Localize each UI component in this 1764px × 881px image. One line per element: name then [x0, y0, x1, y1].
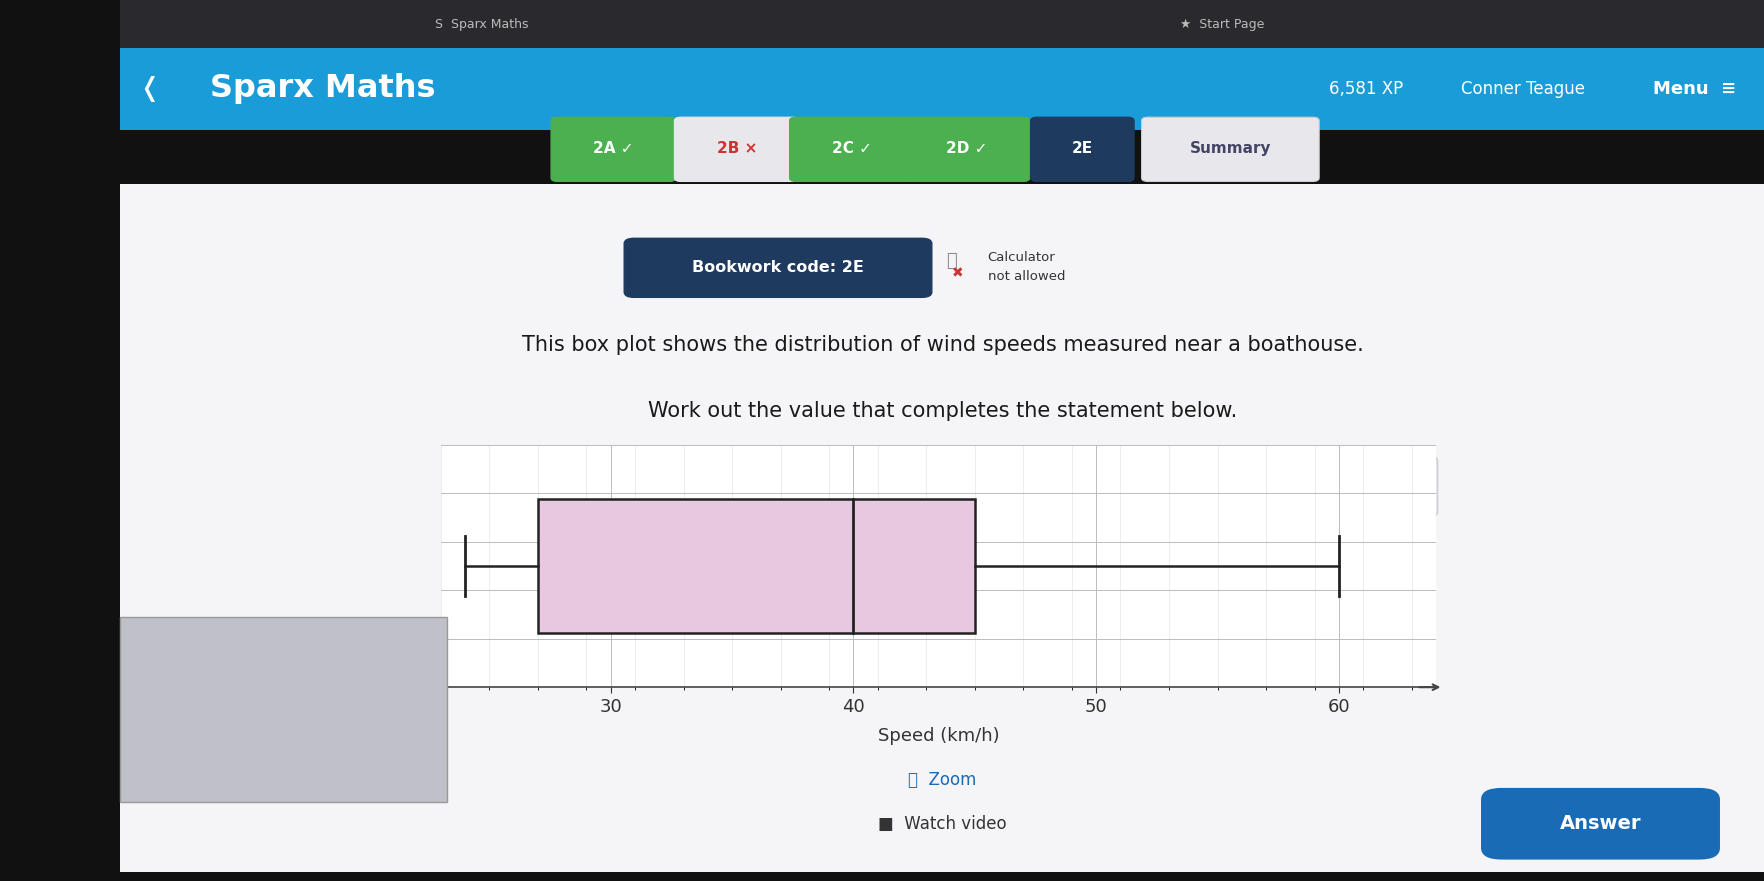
Bar — [129, 634, 437, 672]
Text: Work out the value that completes the statement below.: Work out the value that completes the st… — [647, 402, 1237, 421]
Bar — [145, 750, 422, 757]
Text: 🔍  Zoom: 🔍 Zoom — [908, 771, 975, 788]
Text: 50% of the speeds are between 27 km/h and: 50% of the speeds are between 27 km/h an… — [667, 478, 1102, 495]
Text: 📋: 📋 — [946, 252, 956, 270]
FancyBboxPatch shape — [624, 238, 931, 298]
FancyBboxPatch shape — [1482, 789, 1718, 858]
Text: Conner Teague: Conner Teague — [1461, 80, 1584, 98]
Text: 2D ✓: 2D ✓ — [946, 141, 988, 157]
FancyBboxPatch shape — [905, 117, 1028, 181]
Text: Answer: Answer — [1559, 814, 1641, 833]
Bar — [145, 699, 298, 717]
Bar — [145, 727, 422, 739]
FancyBboxPatch shape — [1030, 117, 1134, 181]
Bar — [538, 500, 974, 633]
Bar — [1254, 469, 1323, 504]
Text: 2E: 2E — [1071, 141, 1092, 157]
FancyBboxPatch shape — [594, 455, 1438, 517]
Text: ■  Watch video: ■ Watch video — [878, 815, 1005, 833]
Text: not allowed: not allowed — [988, 270, 1065, 283]
Text: 2A ✓: 2A ✓ — [593, 141, 633, 157]
Bar — [120, 184, 1764, 872]
Bar — [120, 48, 1764, 130]
Text: This box plot shows the distribution of wind speeds measured near a boathouse.: This box plot shows the distribution of … — [522, 336, 1362, 355]
Text: Sparx Maths: Sparx Maths — [210, 73, 436, 105]
Text: 2C ✓: 2C ✓ — [831, 141, 871, 157]
FancyBboxPatch shape — [1141, 117, 1318, 181]
Text: Menu  ≡: Menu ≡ — [1653, 80, 1736, 98]
FancyBboxPatch shape — [550, 117, 676, 181]
Text: km/h: km/h — [1341, 478, 1388, 495]
Text: ❬: ❬ — [139, 76, 161, 102]
Text: ✖: ✖ — [951, 266, 963, 280]
Bar — [145, 765, 422, 772]
Text: S  Sparx Maths: S Sparx Maths — [436, 18, 529, 31]
Text: Summary: Summary — [1189, 141, 1270, 157]
Text: Calculator: Calculator — [988, 251, 1055, 263]
Bar — [120, 0, 1764, 48]
FancyBboxPatch shape — [674, 117, 799, 181]
Text: Bookwork code: 2E: Bookwork code: 2E — [691, 260, 863, 276]
Text: 6,581 XP: 6,581 XP — [1328, 80, 1402, 98]
X-axis label: Speed (km/h): Speed (km/h) — [877, 727, 998, 744]
Text: ★  Start Page: ★ Start Page — [1180, 18, 1263, 31]
FancyBboxPatch shape — [789, 117, 914, 181]
Text: 2B ×: 2B × — [716, 141, 757, 157]
